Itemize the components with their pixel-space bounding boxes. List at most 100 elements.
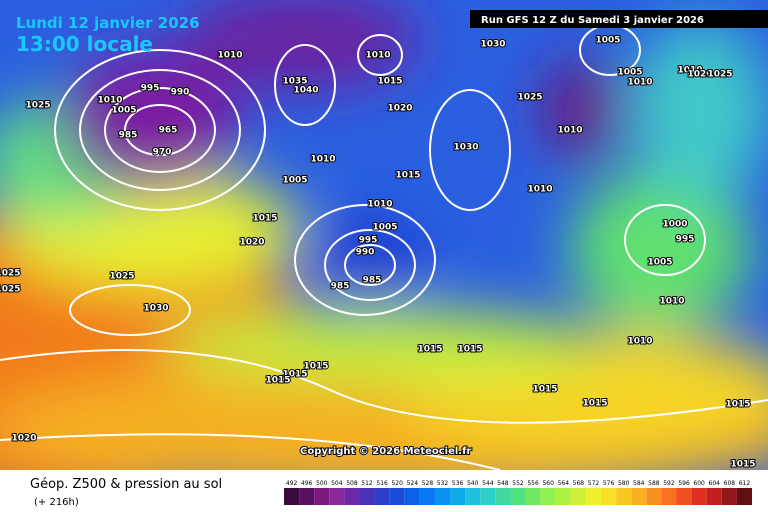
- isobar-label: 1015: [730, 460, 755, 470]
- isobar-label: 1005: [617, 68, 642, 78]
- colorbar-cell: [585, 488, 602, 505]
- colorbar-label: 532: [437, 480, 449, 487]
- isobar-label: 1010: [310, 155, 335, 165]
- colorbar-cell: [404, 488, 420, 505]
- isobar-label: 1010: [527, 185, 552, 195]
- colorbar-cell: [299, 488, 315, 505]
- colorbar-label: 604: [709, 480, 721, 487]
- isobar-label: 995: [141, 84, 160, 94]
- isobar-label: 1025: [517, 93, 542, 103]
- isobar-label: 970: [153, 148, 172, 158]
- colorbar-label: 528: [422, 480, 434, 487]
- isobar-label: 1030: [453, 143, 478, 153]
- colorbar-label: 588: [648, 480, 660, 487]
- colorbar-label: 584: [633, 480, 645, 487]
- colorbar-label: 508: [346, 480, 358, 487]
- colorbar-cell: [510, 488, 526, 505]
- colorbar-label: 548: [497, 480, 509, 487]
- isobar-label: 1005: [595, 36, 620, 46]
- isobar-label: 1000: [662, 220, 687, 230]
- isobar-label: 1010: [365, 51, 390, 61]
- isobar-label: 990: [171, 88, 190, 98]
- isobar-label: 1025: [109, 272, 134, 282]
- colorbar-label: 612: [739, 480, 751, 487]
- colorbar-cell: [419, 488, 435, 505]
- colorbar-cell: [374, 488, 390, 505]
- isobar-label: 1015: [417, 345, 442, 355]
- colorbar-cell: [329, 488, 345, 505]
- isobar-label: 1020: [687, 70, 712, 80]
- isobar-label: 1015: [395, 171, 420, 181]
- isobar-label: 1020: [239, 238, 264, 248]
- isobar-label: 1020: [11, 434, 36, 444]
- isobar-label: 965: [159, 126, 178, 136]
- colorbar-cell: [389, 488, 405, 505]
- colorbar-cell: [736, 488, 752, 505]
- colorbar-cell: [480, 488, 496, 505]
- isobar-label: 1010: [677, 66, 702, 76]
- isobar-label: 1005: [372, 223, 397, 233]
- colorbar-label: 600: [693, 480, 705, 487]
- isobar-label: 1015: [303, 362, 328, 372]
- time: 13:00 locale: [16, 32, 153, 56]
- isobar-label: 1025: [0, 269, 21, 279]
- colorbar-cell: [495, 488, 511, 505]
- colorbar-label: 544: [482, 480, 494, 487]
- colorbar-label: 576: [603, 480, 615, 487]
- isobar-label: 1025: [25, 101, 50, 111]
- isobar-label: 985: [363, 276, 382, 286]
- colorbar-cell: [450, 488, 466, 505]
- isobar-label: 1015: [282, 370, 307, 380]
- isobar-label: 1015: [532, 385, 557, 395]
- colorbar-cell: [721, 488, 737, 505]
- isobar-label: 985: [331, 282, 350, 292]
- colorbar-label: 596: [678, 480, 690, 487]
- colorbar-cell: [344, 488, 360, 505]
- colorbar-label: 520: [391, 480, 403, 487]
- isobar-label: 1005: [111, 106, 136, 116]
- colorbar-label: 512: [361, 480, 373, 487]
- isobar-label: 1010: [367, 200, 392, 210]
- colorbar-label: 564: [558, 480, 570, 487]
- isobar-label: 1015: [457, 345, 482, 355]
- colorbar-cell: [284, 488, 300, 505]
- run: Run GFS 12 Z du Samedi 3 janvier 2026: [481, 15, 704, 26]
- colorbar-cell: [540, 488, 556, 505]
- isobars: [0, 24, 768, 471]
- colorbar-cell: [616, 488, 632, 505]
- isobar-label: 995: [676, 235, 695, 245]
- colorbar-cell: [676, 488, 692, 505]
- isobar-label: 1010: [217, 51, 242, 61]
- colorbar-cell: [706, 488, 722, 505]
- isobar-label: 1015: [265, 376, 290, 386]
- isobar-label: 1010: [627, 78, 652, 88]
- isobar-label: 1015: [725, 400, 750, 410]
- isobar-label: 995: [359, 236, 378, 246]
- colorbar-cell: [465, 488, 481, 505]
- isobar-label: 1025: [0, 285, 21, 295]
- colorbar-cell: [570, 488, 586, 505]
- isobar-label: 1015: [582, 399, 607, 409]
- date: Lundi 12 janvier 2026: [16, 14, 200, 32]
- isobar-label: 1040: [293, 86, 318, 96]
- copyright: Copyright © 2026 Meteociel.fr: [300, 446, 471, 457]
- colorbar-label: 540: [467, 480, 479, 487]
- isobar-label: 1015: [252, 214, 277, 224]
- colorbar-label: 560: [542, 480, 554, 487]
- colorbar-cell: [691, 488, 707, 505]
- colorbar-label: 552: [512, 480, 524, 487]
- isobar-label: 1015: [377, 77, 402, 87]
- isobar-label: 1030: [143, 304, 168, 314]
- isobar-label: 1010: [557, 126, 582, 136]
- colorbar-cell: [525, 488, 541, 505]
- isobar-label: 1005: [282, 176, 307, 186]
- isobar-label: 1005: [647, 258, 672, 268]
- colorbar-cell: [646, 488, 662, 505]
- colorbar-label: 504: [331, 480, 343, 487]
- isobar-label: 1010: [627, 337, 652, 347]
- isobar-label: 1010: [659, 297, 684, 307]
